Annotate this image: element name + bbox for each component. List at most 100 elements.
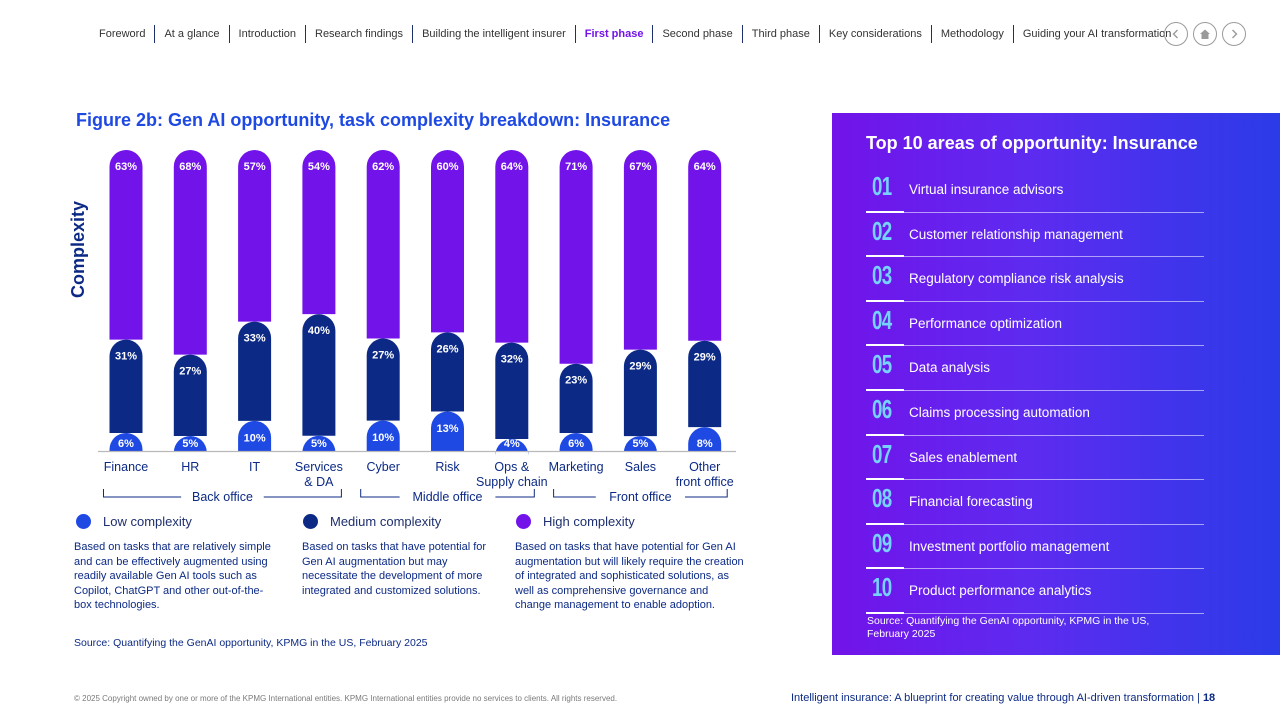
bar-segment-medium-complexity — [559, 363, 593, 433]
bar-segment-high-complexity — [431, 150, 464, 333]
nav-item-introduction[interactable]: Introduction — [228, 25, 305, 43]
bar-value-label: 6% — [118, 438, 134, 450]
opportunity-item: 06 Claims processing automation — [866, 391, 1204, 436]
bar-segment-low-complexity — [559, 432, 593, 451]
opportunity-label: Financial forecasting — [909, 494, 1033, 510]
bar-group: 10% 27% 62% — [366, 150, 400, 451]
nav-item-guiding-your-ai-transformation[interactable]: Guiding your AI transformation — [1012, 25, 1181, 43]
opportunity-number: 04 — [872, 304, 892, 335]
nav-item-methodology[interactable]: Methodology — [930, 25, 1013, 43]
bar-segment-low-complexity — [366, 420, 400, 451]
group-label: Middle office — [413, 490, 483, 504]
bar-value-label: 32% — [501, 354, 523, 366]
bar-group: 10% 33% 57% — [238, 150, 272, 451]
opportunity-number: 02 — [872, 215, 892, 246]
opportunity-rule — [866, 567, 904, 570]
legend-label-medium: Medium complexity — [330, 514, 442, 529]
bar-segment-medium-complexity — [688, 340, 722, 428]
opportunity-label: Product performance analytics — [909, 583, 1092, 599]
opportunity-label: Investment portfolio management — [909, 538, 1110, 554]
bar-segment-high-complexity — [623, 150, 657, 350]
legend-desc-high: Based on tasks that have potential for G… — [515, 541, 744, 611]
legend-dot-medium — [303, 514, 318, 529]
bar-value-label: 68% — [179, 161, 201, 173]
bar-value-label: 64% — [501, 161, 523, 173]
bar-value-label: 5% — [311, 438, 327, 450]
bar-segment-medium-complexity — [495, 342, 529, 439]
bar-group: 13% 26% 60% — [431, 150, 464, 451]
bar-segment-high-complexity — [302, 150, 336, 315]
nav-item-first-phase[interactable]: First phase — [574, 25, 653, 43]
legend-desc-low: Based on tasks that are relatively simpl… — [74, 541, 271, 611]
nav-item-third-phase[interactable]: Third phase — [741, 25, 819, 43]
legend-medium: Medium complexity — [303, 514, 441, 529]
bar-segment-medium-complexity — [109, 339, 143, 433]
bar-value-label: 13% — [436, 423, 458, 435]
figure-title: Figure 2b: Gen AI opportunity, task comp… — [76, 110, 671, 130]
group-bracket: Middle office — [360, 489, 535, 504]
nav-item-building-the-intelligent-insurer[interactable]: Building the intelligent insurer — [412, 25, 575, 43]
bar-segment-high-complexity — [559, 150, 593, 364]
page-number: 18 — [1202, 692, 1216, 704]
opportunity-rule — [866, 344, 904, 347]
nav-item-foreword[interactable]: Foreword — [99, 28, 146, 40]
bar-segment-low-complexity — [173, 435, 207, 453]
opportunity-rule — [866, 611, 904, 614]
opportunity-number: 07 — [872, 438, 892, 469]
bar-segment-high-complexity — [238, 150, 272, 322]
opportunity-number: 06 — [872, 394, 892, 424]
bar-value-label: 40% — [308, 325, 330, 337]
top-10-panel: Top 10 areas of opportunity: Insurance 0… — [832, 113, 1280, 655]
bar-value-label: 57% — [244, 161, 266, 173]
chevron-right-icon[interactable] — [1222, 22, 1246, 46]
nav-item-second-phase[interactable]: Second phase — [652, 25, 741, 43]
opportunity-number: 08 — [872, 483, 892, 514]
bar-group: 5% 27% 68% — [173, 150, 207, 453]
bar-segment-low-complexity — [688, 427, 722, 451]
bar-value-label: 29% — [629, 361, 651, 373]
nav-item-at-a-glance[interactable]: At a glance — [154, 25, 228, 43]
panel-title: Top 10 areas of opportunity: Insurance — [866, 133, 1198, 153]
opportunity-item: 07 Sales enablement — [866, 436, 1204, 481]
footer-doc-title: Intelligent insurance: A blueprint for c… — [791, 692, 1215, 704]
opportunity-item: 09 Investment portfolio management — [866, 525, 1204, 570]
bar-value-label: 62% — [372, 161, 394, 173]
opportunity-item: 03 Regulatory compliance risk analysis — [866, 257, 1204, 302]
bar-value-label: 27% — [372, 350, 394, 362]
bar-segment-low-complexity — [109, 432, 143, 451]
group-label: Front office — [609, 490, 671, 504]
top-navigation: Foreword At a glance Introduction Research … — [90, 24, 1180, 44]
legend-dot-high — [516, 514, 531, 529]
nav-item-key-considerations[interactable]: Key considerations — [818, 25, 931, 43]
copyright: © 2025 Copyright owned by one or more of… — [74, 694, 618, 703]
category-label: Services & DA — [295, 460, 343, 489]
bar-value-label: 10% — [372, 432, 394, 444]
category-label: Other front office — [676, 460, 734, 489]
opportunity-number: 10 — [872, 572, 892, 603]
category-label: Sales — [625, 460, 656, 474]
legend-label-low: Low complexity — [103, 514, 192, 529]
bar-group: 4% 32% 64% — [495, 150, 529, 456]
bar-value-label: 23% — [565, 375, 587, 387]
bar-segment-medium-complexity — [302, 314, 336, 436]
opportunity-number: 09 — [872, 527, 892, 558]
bar-value-label: 33% — [244, 333, 266, 345]
opportunity-rule — [866, 388, 904, 391]
opportunity-number: 01 — [872, 171, 892, 201]
bar-value-label: 64% — [694, 161, 716, 173]
y-axis-label: Complexity — [68, 200, 88, 298]
bar-group: 8% 29% 64% — [688, 150, 722, 451]
bar-value-label: 27% — [179, 366, 201, 378]
opportunity-rule — [866, 522, 904, 525]
bar-value-label: 6% — [568, 438, 584, 450]
opportunity-label: Data analysis — [909, 360, 991, 376]
bar-segment-low-complexity — [238, 420, 272, 451]
nav-item-research-findings[interactable]: Research findings — [305, 25, 412, 43]
legend-desc-medium: Based on tasks that have potential for G… — [302, 541, 487, 597]
legend-dot-low — [76, 514, 91, 529]
legend-low: Low complexity — [76, 514, 192, 529]
bar-group: 5% 40% 54% — [302, 150, 336, 453]
page-nav-buttons — [1164, 22, 1246, 46]
home-icon[interactable] — [1193, 22, 1217, 46]
chevron-left-icon[interactable] — [1164, 22, 1188, 46]
